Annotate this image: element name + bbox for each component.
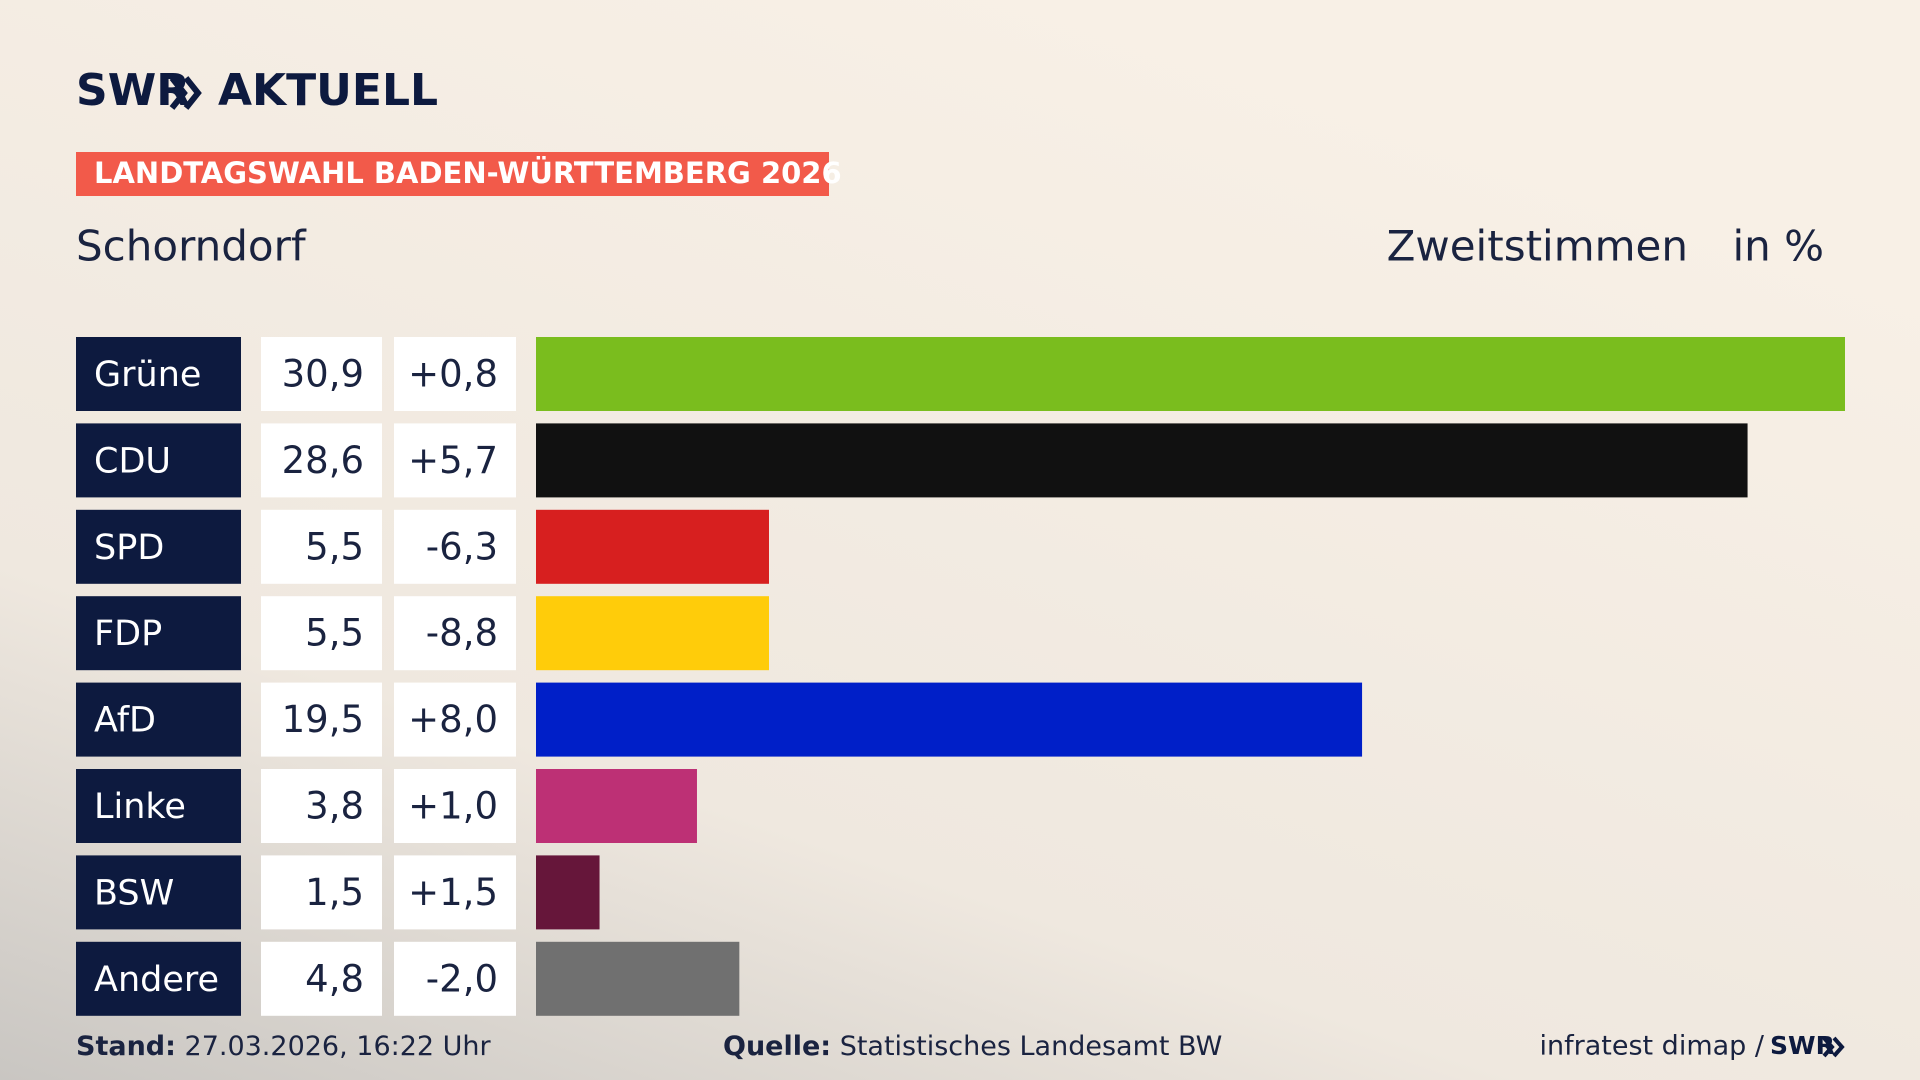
footer-date-value: 27.03.2026, 16:22 Uhr: [185, 1031, 492, 1062]
value-box: [261, 682, 382, 757]
value-box: [261, 423, 382, 498]
footer-source-label: Quelle:: [723, 1031, 831, 1062]
party-box: [76, 941, 241, 1016]
party-label: BSW: [94, 873, 174, 913]
change-box: [394, 509, 516, 584]
party-box: [76, 423, 241, 498]
value-box: [261, 941, 382, 1016]
value-box: [261, 337, 382, 411]
value-label: 19,5: [282, 698, 364, 741]
bar: [536, 423, 1748, 498]
bar: [536, 596, 769, 671]
value-box: [261, 596, 382, 671]
party-label: FDP: [94, 614, 162, 654]
change-box: [394, 423, 516, 498]
logo-chevrons: [169, 76, 202, 110]
party-box: [76, 337, 241, 411]
change-box: [394, 769, 516, 843]
banner: LANDTAGSWAHL BADEN-WÜRTTEMBERG 2026: [94, 156, 842, 190]
change-label: -8,8: [426, 612, 498, 655]
change-box: [394, 337, 516, 411]
party-label: SPD: [94, 528, 164, 568]
change-box: [394, 941, 516, 1016]
footer-credit: infratest dimap /: [1539, 1031, 1764, 1062]
party-box: [76, 682, 241, 757]
change-label: +0,8: [408, 353, 498, 396]
change-label: +8,0: [408, 698, 498, 741]
bar: [536, 682, 1363, 757]
change-box: [394, 596, 516, 671]
value-label: 28,6: [282, 439, 364, 482]
footer-source-value: Statistisches Landesamt BW: [840, 1031, 1223, 1062]
change-label: +1,0: [408, 785, 498, 828]
measure: Zweitstimmen: [1387, 222, 1688, 271]
change-box: [394, 855, 516, 930]
banner-box: [76, 152, 829, 196]
logo-brand: SWR: [76, 65, 190, 116]
value-box: [261, 769, 382, 843]
bar: [536, 855, 600, 930]
value-box: [261, 509, 382, 584]
value-label: 3,8: [305, 785, 364, 828]
chart-title: Schorndorf: [76, 222, 307, 271]
footer-source: Quelle: Statistisches Landesamt BW: [723, 1031, 1222, 1062]
party-label: AfD: [94, 701, 156, 741]
change-box: [394, 682, 516, 757]
party-box: [76, 509, 241, 584]
value-label: 5,5: [305, 612, 364, 655]
bar: [536, 769, 697, 843]
value-label: 4,8: [305, 957, 364, 1000]
footer-chevrons: [1822, 1036, 1845, 1058]
party-box: [76, 596, 241, 671]
bar: [536, 941, 740, 1016]
party-label: Grüne: [94, 355, 201, 395]
change-label: -6,3: [426, 525, 498, 568]
value-label: 5,5: [305, 525, 364, 568]
party-label: Linke: [94, 787, 186, 827]
bar: [536, 337, 1845, 411]
unit: in %: [1732, 222, 1824, 271]
value-box: [261, 855, 382, 930]
footer-date: Stand: 27.03.2026, 16:22 Uhr: [76, 1031, 492, 1062]
party-box: [76, 855, 241, 930]
party-label: Andere: [94, 960, 219, 1000]
value-label: 1,5: [305, 871, 364, 914]
change-label: +1,5: [408, 871, 498, 914]
change-label: -2,0: [426, 957, 498, 1000]
party-label: CDU: [94, 441, 171, 481]
bar: [536, 509, 769, 584]
logo-section: AKTUELL: [218, 65, 438, 116]
party-box: [76, 769, 241, 843]
footer-date-label: Stand:: [76, 1031, 176, 1062]
value-label: 30,9: [282, 353, 364, 396]
change-label: +5,7: [408, 439, 498, 482]
